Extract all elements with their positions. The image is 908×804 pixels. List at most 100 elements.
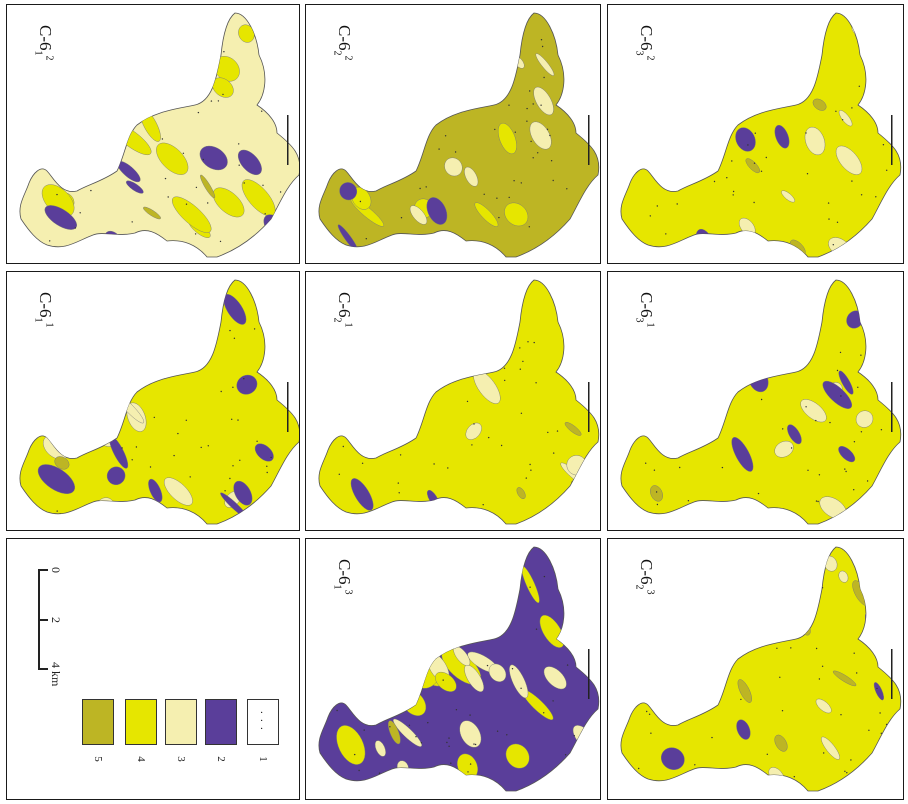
dot-mark (886, 302, 888, 304)
facies-patch (339, 182, 358, 201)
facies-patch (821, 736, 840, 760)
dot-mark (571, 645, 573, 647)
dot-mark (389, 587, 391, 590)
dot-mark (494, 128, 496, 131)
facies-patch (200, 174, 216, 199)
dot-mark (750, 566, 752, 569)
dot-mark (532, 103, 534, 105)
dot-mark (687, 500, 690, 502)
dot-mark (348, 143, 350, 146)
dot-mark (526, 120, 528, 122)
dot-mark (793, 776, 795, 778)
dot-mark (144, 91, 147, 94)
facies-map (620, 546, 902, 792)
dot-mark (685, 386, 687, 388)
dot-mark (703, 772, 706, 774)
scale-tick-4km: 4 km (49, 662, 63, 687)
dot-mark (173, 454, 175, 457)
dot-mark (231, 418, 233, 420)
dot-mark (392, 412, 394, 415)
facies-patch (838, 446, 856, 463)
facies-patch (635, 672, 657, 687)
facies-patch (710, 599, 730, 619)
dot-mark (182, 152, 185, 154)
facies-patch (812, 98, 827, 111)
dot-mark (540, 39, 543, 41)
dot-mark (656, 503, 659, 506)
mini-scale-bar (891, 649, 893, 699)
dot-mark (638, 767, 640, 770)
dot-pattern-icon: · · · (260, 708, 264, 735)
dot-mark (496, 730, 499, 732)
dot-mark (275, 385, 277, 388)
panel-label: C-612 (32, 25, 55, 61)
legend-label-4: 4 (134, 756, 147, 762)
dot-mark (386, 438, 388, 440)
dot-mark (454, 151, 457, 153)
dot-mark (469, 714, 471, 716)
legend-label-2: 2 (214, 756, 227, 762)
dot-mark (467, 771, 469, 773)
dot-mark (67, 397, 69, 399)
dot-mark (805, 132, 807, 134)
dot-mark (753, 201, 755, 204)
facies-patch (633, 404, 656, 427)
dot-mark (409, 72, 411, 74)
facies-patch (426, 197, 448, 225)
dot-mark (77, 40, 80, 42)
dot-mark (698, 671, 701, 674)
dot-mark (222, 93, 224, 96)
dot-mark (851, 107, 853, 109)
dot-mark (566, 188, 568, 190)
dot-mark (365, 238, 367, 240)
dot-mark (724, 385, 726, 388)
dot-mark (427, 722, 429, 724)
dot-mark (528, 226, 530, 228)
dot-mark (359, 185, 362, 187)
dot-mark (179, 340, 181, 342)
dot-mark (359, 200, 362, 203)
dot-mark (827, 202, 830, 204)
dot-mark (566, 311, 569, 313)
dot-mark (543, 76, 545, 79)
dot-mark (358, 769, 360, 772)
facies-patch (338, 399, 353, 420)
dot-mark (39, 110, 41, 113)
dot-mark (229, 329, 231, 332)
facies-patch (815, 698, 832, 714)
dot-mark (506, 734, 508, 736)
dot-mark (84, 79, 86, 82)
facies-patch (119, 308, 135, 328)
dot-mark (346, 160, 348, 162)
facies-patch (347, 143, 372, 175)
facies-patch (488, 663, 507, 682)
dot-mark (540, 104, 542, 106)
dot-mark (760, 398, 763, 401)
legend-swatch-2 (205, 699, 237, 745)
dot-mark (805, 332, 807, 335)
facies-patch (44, 205, 77, 230)
dot-mark (694, 764, 696, 766)
field-outline (318, 12, 600, 258)
map-panel-c6-1-2: C-612 (6, 4, 300, 264)
dot-mark (850, 759, 852, 761)
dot-mark (793, 516, 795, 518)
dot-mark (746, 70, 748, 73)
facies-patch (179, 297, 204, 338)
dot-mark (707, 427, 709, 429)
dot-mark (448, 737, 450, 739)
facies-patch (366, 109, 389, 135)
dot-mark (205, 67, 208, 69)
dot-mark (397, 482, 399, 484)
dot-mark (39, 511, 42, 514)
dot-mark (219, 240, 222, 243)
facies-patch (711, 357, 727, 374)
dot-mark (721, 466, 724, 469)
dot-mark (243, 182, 245, 184)
facies-map (318, 279, 600, 525)
facies-patch (371, 607, 390, 632)
dot-mark (739, 769, 741, 771)
facies-patch (146, 32, 164, 63)
panel-label: C-631 (633, 292, 656, 328)
facies-patch (751, 290, 775, 320)
